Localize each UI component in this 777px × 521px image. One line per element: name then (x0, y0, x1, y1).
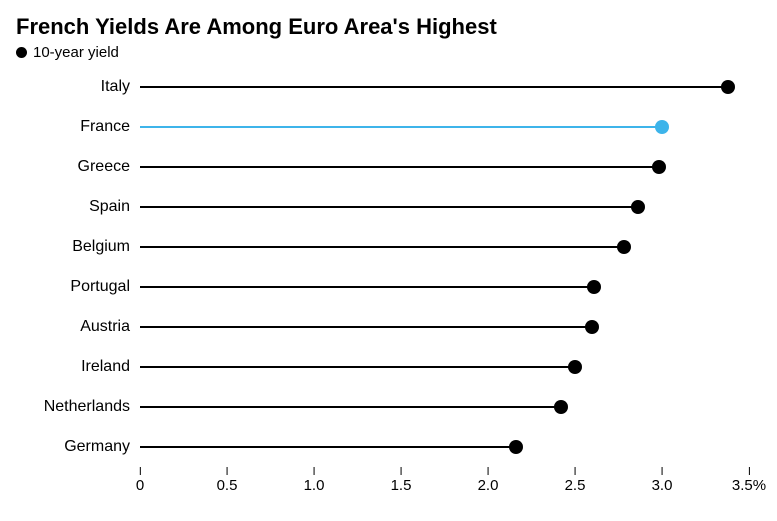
tick-mark (487, 467, 488, 475)
legend-dot-icon (16, 47, 27, 58)
tick-mark (400, 467, 401, 475)
lollipop-line (140, 326, 592, 328)
tick-label: 2.5 (565, 477, 586, 494)
lollipop-line (140, 206, 638, 208)
lollipop-dot-icon (721, 80, 735, 94)
chart-row: Netherlands (0, 387, 777, 427)
chart-row: France (0, 107, 777, 147)
chart-title: French Yields Are Among Euro Area's High… (0, 0, 777, 42)
row-plot (140, 187, 749, 227)
lollipop-dot-icon (631, 200, 645, 214)
row-label: Greece (0, 158, 140, 176)
tick-label: 2.0 (478, 477, 499, 494)
tick-label: 1.0 (304, 477, 325, 494)
axis-tick: 2.0 (478, 467, 499, 494)
lollipop-line (140, 286, 594, 288)
tick-mark (140, 467, 141, 475)
row-plot (140, 147, 749, 187)
chart-legend: 10-year yield (0, 42, 777, 67)
chart-row: Belgium (0, 227, 777, 267)
lollipop-chart: Italy France Greece Spain Belgium Portugal Aus… (0, 67, 777, 497)
tick-label: 3.0 (652, 477, 673, 494)
tick-label: 0.5 (217, 477, 238, 494)
lollipop-line (140, 446, 516, 448)
lollipop-dot-icon (652, 160, 666, 174)
row-label: Germany (0, 438, 140, 456)
row-plot (140, 307, 749, 347)
axis-plot: 00.51.01.52.02.53.03.5% (140, 467, 749, 497)
row-plot (140, 347, 749, 387)
row-label: Austria (0, 318, 140, 336)
row-plot (140, 67, 749, 107)
legend-label: 10-year yield (33, 44, 119, 61)
row-label: Portugal (0, 278, 140, 296)
row-label: Italy (0, 78, 140, 96)
row-plot (140, 107, 749, 147)
tick-label: 1.5 (391, 477, 412, 494)
row-plot (140, 427, 749, 467)
tick-label: 3.5% (732, 477, 766, 494)
tick-label: 0 (136, 477, 144, 494)
chart-row: Italy (0, 67, 777, 107)
tick-mark (748, 467, 749, 475)
row-label: Netherlands (0, 398, 140, 416)
lollipop-line (140, 366, 575, 368)
tick-mark (661, 467, 662, 475)
axis-tick: 2.5 (565, 467, 586, 494)
lollipop-line (140, 86, 728, 88)
tick-mark (226, 467, 227, 475)
lollipop-line (140, 406, 561, 408)
lollipop-line (140, 166, 659, 168)
row-label: Belgium (0, 238, 140, 256)
row-plot (140, 227, 749, 267)
row-label: Spain (0, 198, 140, 216)
axis-tick: 3.5% (732, 467, 766, 494)
x-axis: 0 0.5 1.0 1.5 2.0 2.5 3.0 3.5% (0, 467, 777, 497)
chart-row: Germany (0, 427, 777, 467)
lollipop-dot-icon (655, 120, 669, 134)
axis-tick: 0 (136, 467, 144, 494)
chart-row: Portugal (0, 267, 777, 307)
axis-tick: 3.0 (652, 467, 673, 494)
axis-tick: 0.5 (217, 467, 238, 494)
chart-row: Austria (0, 307, 777, 347)
chart-row: Greece (0, 147, 777, 187)
row-plot (140, 267, 749, 307)
lollipop-dot-icon (568, 360, 582, 374)
lollipop-dot-icon (585, 320, 599, 334)
row-plot (140, 387, 749, 427)
chart-row: Spain (0, 187, 777, 227)
lollipop-dot-icon (554, 400, 568, 414)
lollipop-dot-icon (587, 280, 601, 294)
lollipop-line (140, 246, 624, 248)
row-label: Ireland (0, 358, 140, 376)
tick-mark (313, 467, 314, 475)
lollipop-dot-icon (509, 440, 523, 454)
lollipop-dot-icon (617, 240, 631, 254)
axis-tick: 1.0 (304, 467, 325, 494)
axis-tick: 1.5 (391, 467, 412, 494)
tick-mark (574, 467, 575, 475)
axis-spacer (0, 467, 140, 497)
row-label: France (0, 118, 140, 136)
chart-row: Ireland (0, 347, 777, 387)
lollipop-line (140, 126, 662, 128)
